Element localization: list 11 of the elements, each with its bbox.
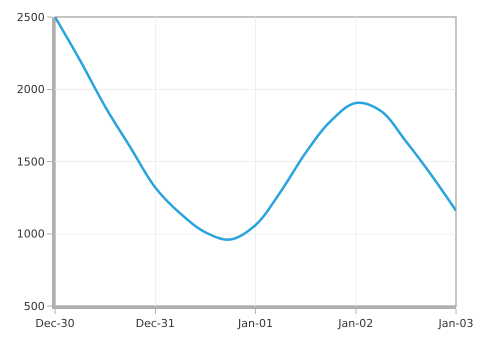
x-tick-label: Jan-03: [438, 317, 474, 330]
x-tick-label: Jan-01: [237, 317, 273, 330]
line-series: [55, 17, 456, 241]
y-tick-label: 2500: [16, 10, 45, 24]
y-tick-label: 500: [24, 300, 45, 313]
y-tick-label: 1000: [16, 228, 45, 241]
x-tick-label: Dec-30: [35, 317, 75, 330]
y-tick-label: 1500: [16, 155, 45, 168]
x-tick-label: Jan-02: [337, 317, 374, 330]
x-tick-label: Dec-31: [136, 317, 175, 330]
y-tick-label: 2000: [16, 83, 45, 96]
